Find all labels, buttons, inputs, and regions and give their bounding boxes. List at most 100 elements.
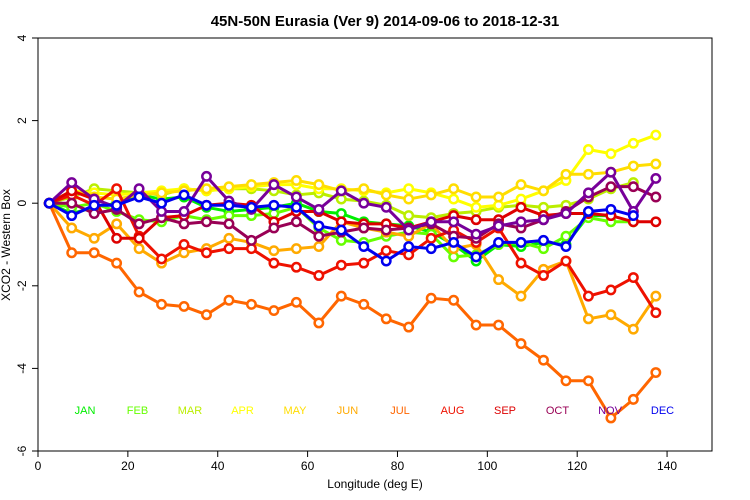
data-point: [605, 309, 617, 321]
data-point: [111, 183, 123, 195]
y-tick-label: 0: [15, 200, 29, 207]
x-tick-label: 100: [477, 459, 497, 473]
data-point: [223, 181, 235, 193]
y-tick-label: -2: [15, 280, 29, 291]
x-axis: 0 20 40 60 80 100 120 140: [35, 451, 677, 473]
data-point: [538, 234, 549, 246]
y-axis: -6 -4 -2 0 2 4: [15, 34, 38, 456]
data-point: [201, 216, 212, 228]
data-point: [650, 290, 662, 302]
y-tick-label: -6: [15, 445, 29, 456]
data-point: [605, 148, 617, 160]
data-point: [335, 290, 347, 302]
data-point: [605, 181, 617, 193]
x-axis-label: Longitude (deg E): [327, 477, 422, 491]
legend-label-feb: FEB: [127, 405, 148, 417]
data-point: [403, 193, 415, 205]
data-point: [201, 199, 212, 211]
legend-label-mar: MAR: [178, 405, 203, 417]
y-tick-label: 4: [15, 34, 29, 41]
data-point: [650, 158, 662, 170]
data-point: [111, 257, 123, 269]
data-point: [313, 270, 325, 281]
x-tick-label: 120: [567, 459, 587, 473]
data-point: [313, 179, 325, 191]
data-point: [88, 232, 100, 244]
data-point: [627, 272, 639, 283]
data-point: [178, 301, 190, 312]
data-point: [470, 319, 482, 331]
data-point: [448, 236, 460, 248]
series-line: [48, 187, 658, 314]
data-point: [493, 274, 505, 286]
data-point: [66, 177, 78, 189]
data-point: [290, 175, 302, 186]
data-point: [290, 216, 302, 228]
data-point: [560, 208, 572, 219]
data-point: [313, 220, 325, 232]
data-point: [493, 191, 505, 203]
data-point: [268, 179, 280, 191]
x-tick-label: 140: [657, 459, 677, 473]
data-point: [650, 191, 662, 203]
data-point: [605, 166, 617, 178]
x-tick-label: 40: [211, 459, 225, 473]
y-tick-label: 2: [15, 117, 29, 124]
data-point: [605, 284, 617, 296]
data-point: [66, 210, 78, 222]
data-point: [358, 298, 370, 310]
data-point: [515, 236, 527, 248]
data-point: [582, 144, 594, 155]
data-point: [335, 259, 347, 271]
data-point: [470, 201, 482, 213]
data-point: [627, 393, 639, 405]
data-point: [627, 160, 639, 172]
data-point: [201, 247, 212, 259]
data-point: [66, 197, 78, 209]
data-point: [133, 218, 145, 230]
data-point: [560, 230, 572, 242]
series-line: [48, 162, 656, 205]
legend: JAN FEB MAR APR MAY JUN JUL AUG SEP OCT NOV DEC: [75, 405, 675, 417]
data-point: [380, 313, 392, 325]
data-point: [178, 206, 190, 217]
legend-label-jan: JAN: [75, 405, 96, 417]
data-point: [358, 222, 370, 234]
data-point: [201, 183, 212, 195]
legend-label-may: MAY: [283, 405, 307, 417]
x-tick-label: 80: [391, 459, 405, 473]
data-point: [290, 261, 302, 273]
data-point: [403, 321, 415, 333]
data-point: [66, 247, 78, 259]
data-point: [201, 309, 212, 321]
data-point: [358, 183, 370, 195]
data-point: [380, 189, 392, 201]
data-point: [268, 257, 280, 269]
data-point: [245, 298, 257, 310]
data-point: [650, 307, 662, 319]
data-point: [650, 367, 662, 378]
data-point: [178, 189, 190, 201]
legend-label-sep: SEP: [494, 405, 516, 417]
data-point: [493, 220, 505, 232]
legend-label-jun: JUN: [337, 405, 358, 417]
data-point: [403, 241, 415, 253]
legend-label-jul: JUL: [390, 405, 410, 417]
data-point: [515, 179, 527, 191]
data-point: [470, 191, 482, 203]
series-layer: [43, 129, 662, 424]
data-point: [650, 216, 662, 228]
data-point: [156, 197, 168, 209]
data-point: [290, 243, 302, 255]
data-point: [582, 290, 594, 302]
x-tick-label: 60: [301, 459, 315, 473]
data-point: [448, 193, 460, 205]
series-dec: [43, 189, 639, 267]
data-point: [156, 187, 168, 199]
data-point: [133, 191, 145, 203]
data-point: [223, 294, 235, 306]
x-tick-label: 20: [121, 459, 135, 473]
data-point: [605, 412, 617, 424]
data-point: [358, 257, 370, 269]
data-point: [133, 232, 145, 244]
